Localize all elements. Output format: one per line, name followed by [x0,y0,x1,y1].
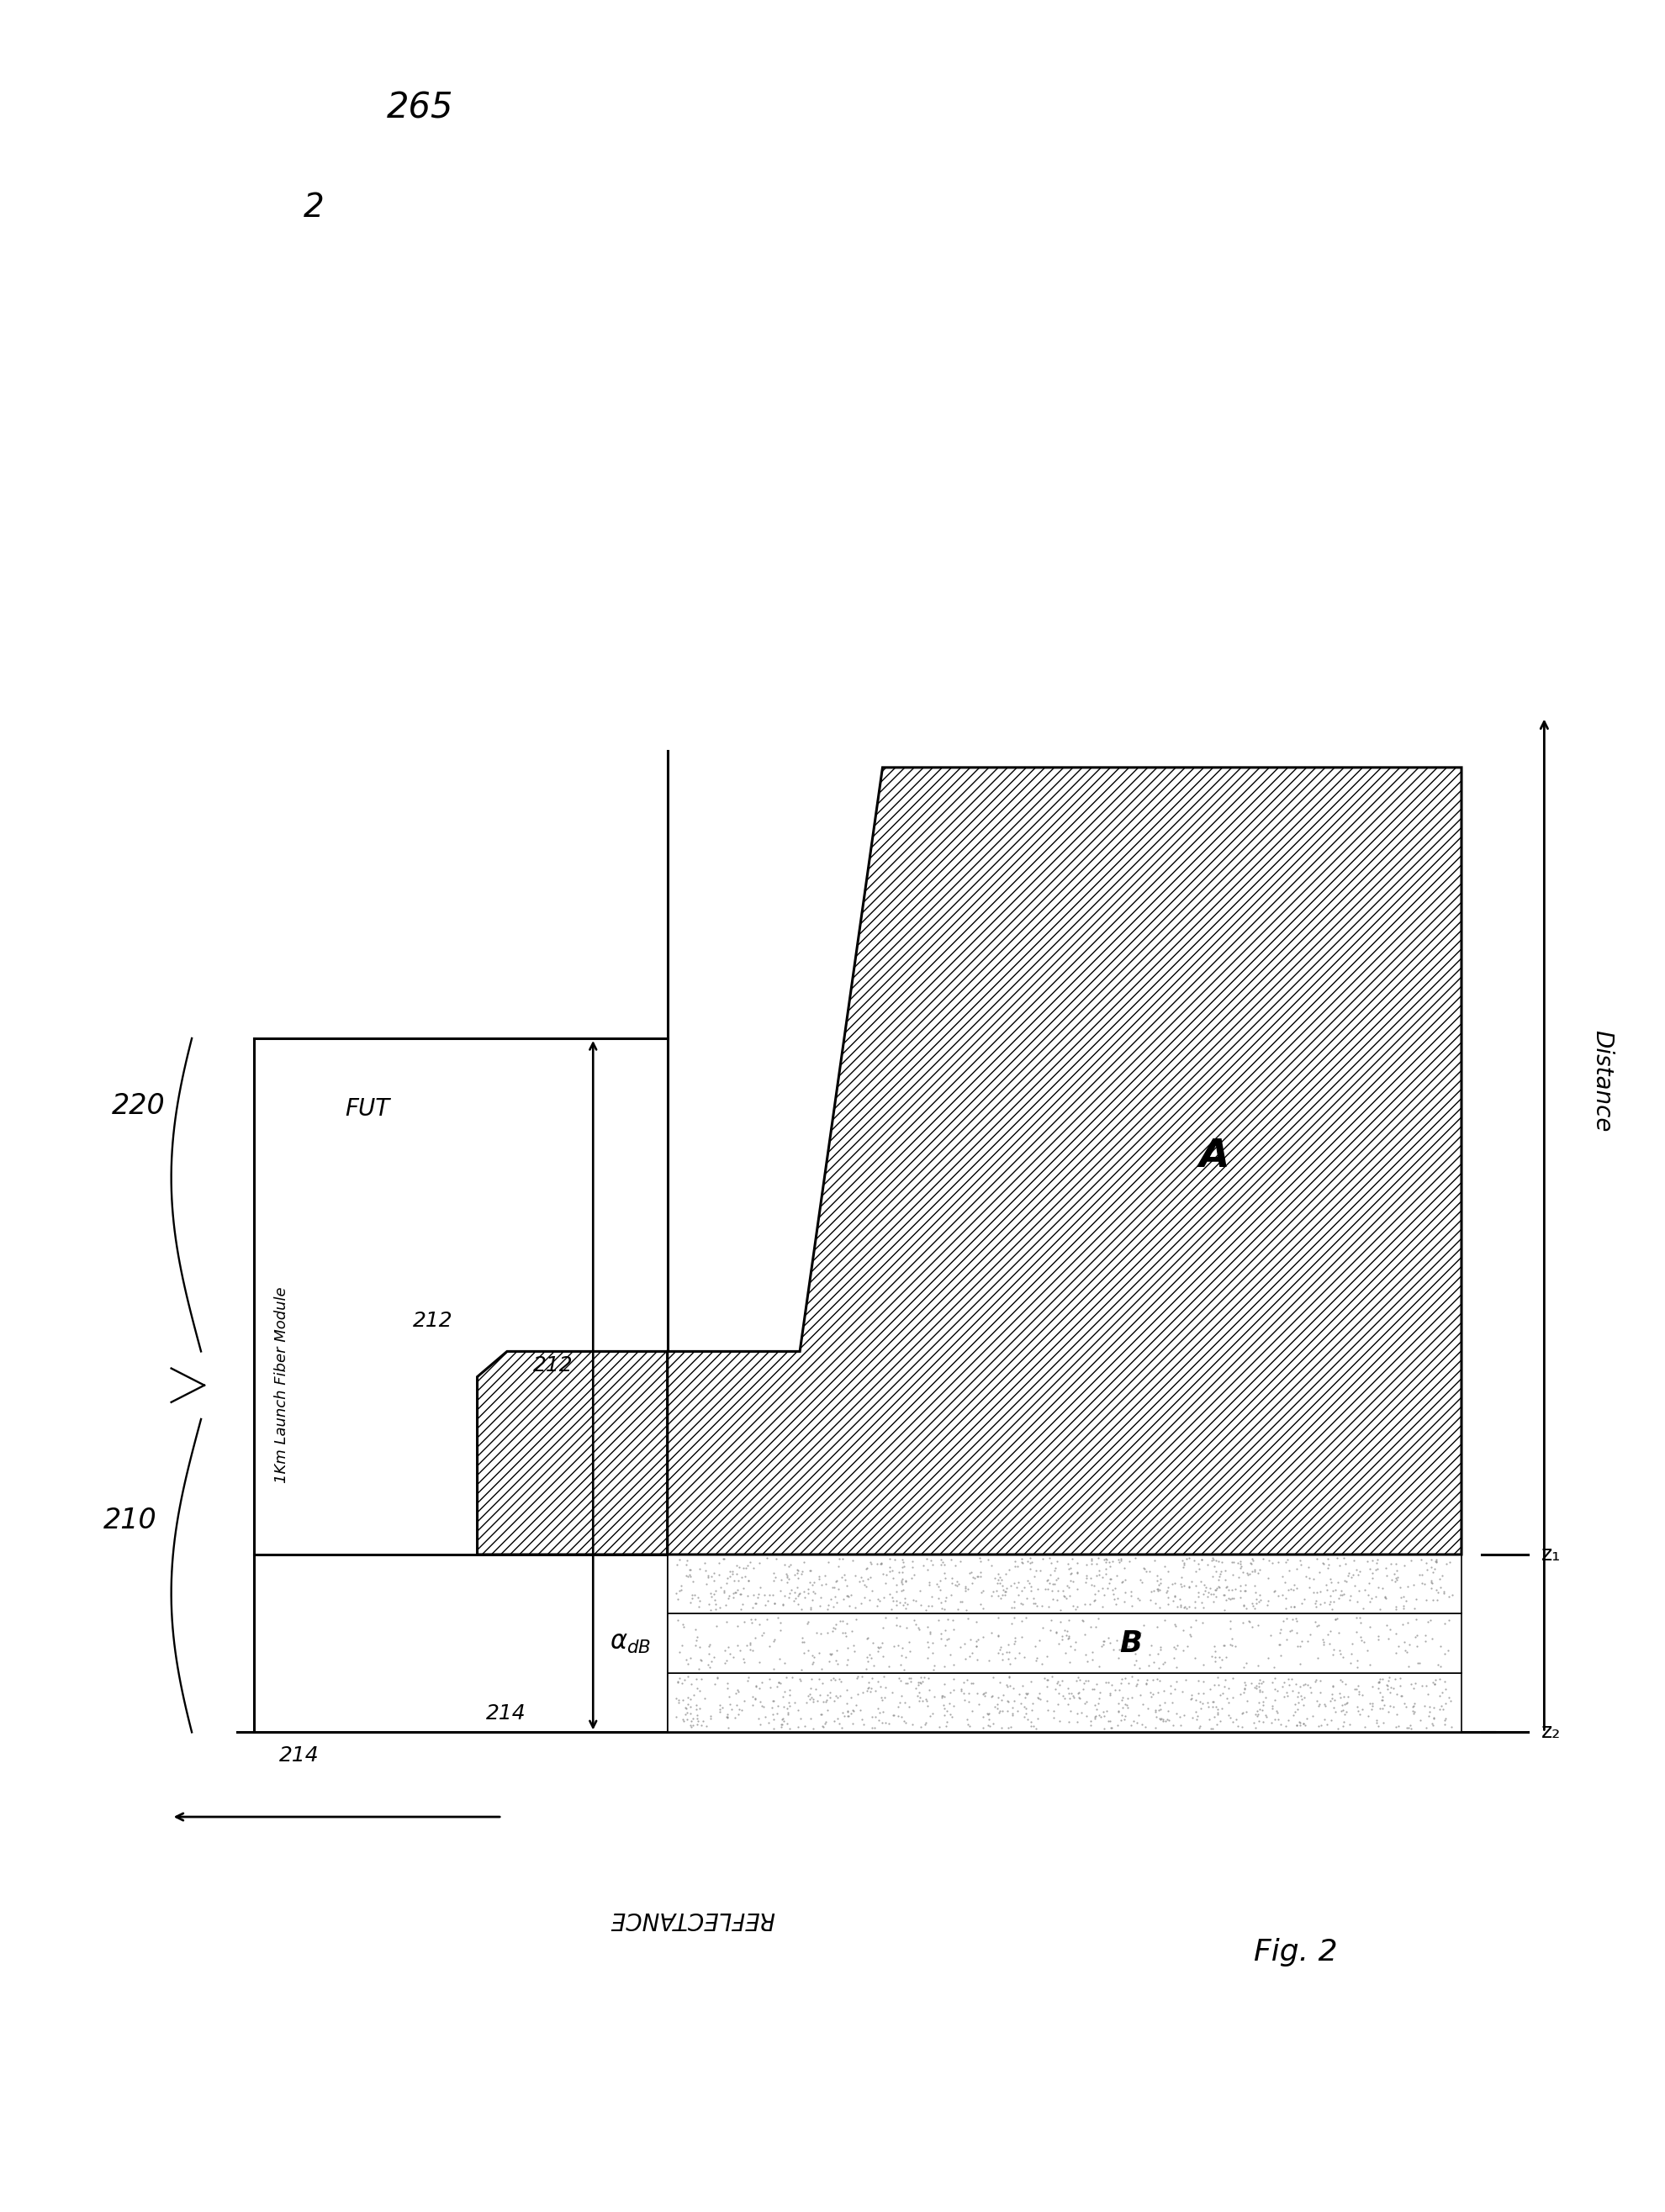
Polygon shape [668,768,1460,1555]
Text: z₂: z₂ [1540,1723,1560,1743]
Text: z₁: z₁ [1540,1544,1560,1564]
Text: FUT: FUT [345,1097,390,1121]
Text: 212: 212 [533,1356,573,1376]
Bar [668,1672,1460,1732]
Text: $\alpha_{dB}$: $\alpha_{dB}$ [609,1630,651,1655]
Text: 212: 212 [413,1312,453,1332]
Text: A: A [1197,1137,1229,1177]
Text: 214: 214 [485,1703,526,1723]
Text: REFLECTANCE: REFLECTANCE [609,1907,774,1931]
Text: B: B [1119,1628,1142,1657]
Text: 214: 214 [278,1745,318,1765]
Bar [668,1615,1460,1672]
Bar [668,1555,1460,1615]
Text: Distance: Distance [1590,1029,1613,1133]
Text: Fig. 2: Fig. 2 [1254,1938,1337,1966]
Text: 1Km Launch Fiber Module: 1Km Launch Fiber Module [273,1287,288,1484]
Text: 210: 210 [103,1506,157,1535]
Text: 220: 220 [112,1093,165,1119]
Polygon shape [478,1352,668,1555]
Text: 265: 265 [386,91,453,126]
Text: 2: 2 [303,192,325,223]
